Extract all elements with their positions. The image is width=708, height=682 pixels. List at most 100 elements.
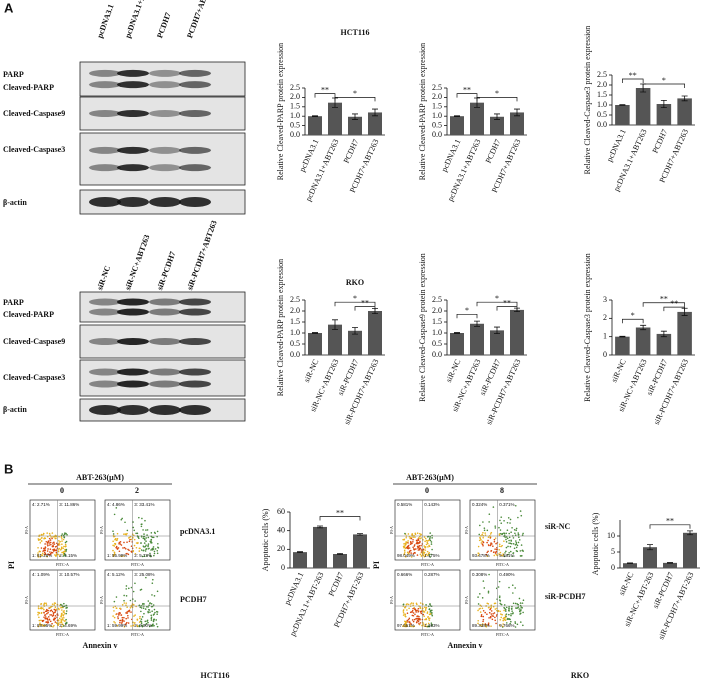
flow-dot	[47, 548, 49, 550]
flow-dot	[403, 538, 405, 541]
flow-dot	[153, 554, 155, 557]
flow-dot	[65, 612, 68, 615]
flow-dot	[65, 548, 68, 551]
plot-x-axis: FITC-A	[496, 562, 509, 567]
y-axis-label: Relative Cleaved-PARP protein expression	[276, 259, 285, 396]
quadrant-value: 4: 2.71%	[32, 502, 50, 507]
flow-dot	[414, 536, 416, 538]
error-bar	[494, 113, 500, 120]
quadrant-value: 1: 81.28%	[32, 553, 52, 558]
flow-plot	[394, 569, 461, 631]
flow-dot	[143, 555, 146, 558]
flow-dot	[151, 610, 153, 613]
flow-dot	[412, 602, 415, 605]
flow-dot	[60, 547, 63, 549]
flow-dot	[522, 611, 524, 614]
flow-dot	[500, 516, 503, 518]
flow-dot	[151, 594, 153, 596]
flow-dot	[428, 625, 431, 628]
flow-dot	[430, 553, 432, 556]
blot-band	[149, 69, 181, 77]
flow-dot	[40, 533, 43, 536]
flow-dot	[52, 613, 55, 615]
bar	[510, 309, 524, 355]
flow-dot	[153, 608, 156, 611]
flow-dot	[419, 532, 421, 535]
y-tick-label: 2.5	[290, 83, 300, 92]
flow-dot	[135, 542, 138, 544]
flow-dot	[487, 536, 490, 539]
blot-band	[89, 338, 121, 345]
y-tick-label: 1.5	[290, 317, 300, 326]
flow-dot	[477, 622, 479, 625]
flow-dot	[52, 544, 54, 546]
flow-dot	[156, 613, 158, 616]
flow-dot	[52, 625, 54, 628]
flow-dot	[497, 586, 500, 588]
flow-dot	[502, 625, 504, 628]
flow-dot	[409, 624, 411, 627]
flow-dot	[58, 547, 61, 550]
flow-dot	[147, 610, 149, 613]
flow-dot	[509, 518, 512, 521]
flow-dot	[486, 529, 489, 532]
flow-dot	[519, 602, 522, 604]
y-tick-label: 2.5	[597, 70, 607, 79]
flow-dot	[508, 536, 511, 539]
flow-dot	[152, 578, 154, 581]
y-tick-label: 1.0	[432, 328, 442, 337]
blot-band	[117, 146, 149, 154]
flow-dot	[143, 603, 145, 605]
flow-plot	[104, 569, 171, 631]
flow-dot	[427, 540, 429, 542]
y-tick-label: 20	[277, 544, 285, 553]
flow-dot	[57, 622, 60, 624]
flow-dot	[405, 621, 407, 624]
flow-dot	[404, 620, 406, 623]
flow-dot	[113, 542, 116, 545]
flow-dot	[514, 621, 516, 623]
flow-dot	[522, 550, 524, 552]
y-axis-label: Apoptotic cells (%)	[261, 508, 270, 571]
flow-dot	[147, 621, 149, 624]
flow-dot	[427, 605, 430, 608]
flow-dot	[126, 552, 128, 555]
quadrant-value: 1: 59.99%	[107, 623, 127, 628]
flow-dot	[517, 541, 520, 544]
flow-dot	[115, 507, 118, 509]
flow-dot	[55, 553, 58, 555]
flow-dot	[522, 532, 524, 535]
flow-dot	[57, 548, 60, 551]
flow-dot	[408, 547, 411, 549]
flow-dot	[123, 555, 125, 557]
flow-dot	[150, 542, 152, 544]
error-bar	[619, 335, 626, 338]
flow-dot	[425, 553, 428, 556]
flow-dot	[120, 619, 122, 622]
flow-dot	[112, 549, 114, 552]
flow-dot	[520, 609, 522, 612]
flow-dot	[510, 540, 513, 542]
flow-dot	[116, 539, 118, 541]
flow-dot	[420, 549, 423, 551]
flow-dot	[477, 596, 479, 598]
flow-dot	[488, 544, 490, 547]
flow-dot	[517, 516, 519, 519]
y-tick-label: 0.5	[432, 120, 442, 129]
flow-dot	[509, 545, 512, 548]
flow-dot	[46, 612, 48, 615]
flow-dot	[519, 613, 521, 615]
flow-dot	[491, 618, 494, 621]
flow-dot	[63, 552, 66, 555]
flow-dot	[477, 554, 480, 557]
y-tick-label: 1.5	[290, 102, 300, 111]
flow-dot	[508, 608, 510, 610]
flow-dot	[154, 611, 156, 614]
flow-dot	[490, 610, 493, 612]
flow-dot	[494, 548, 496, 550]
quadrant-value: 0.581%	[397, 502, 412, 507]
error-bar	[372, 108, 378, 117]
flow-dot	[112, 533, 115, 535]
error-bar	[454, 115, 460, 117]
significance-bracket	[456, 313, 478, 319]
